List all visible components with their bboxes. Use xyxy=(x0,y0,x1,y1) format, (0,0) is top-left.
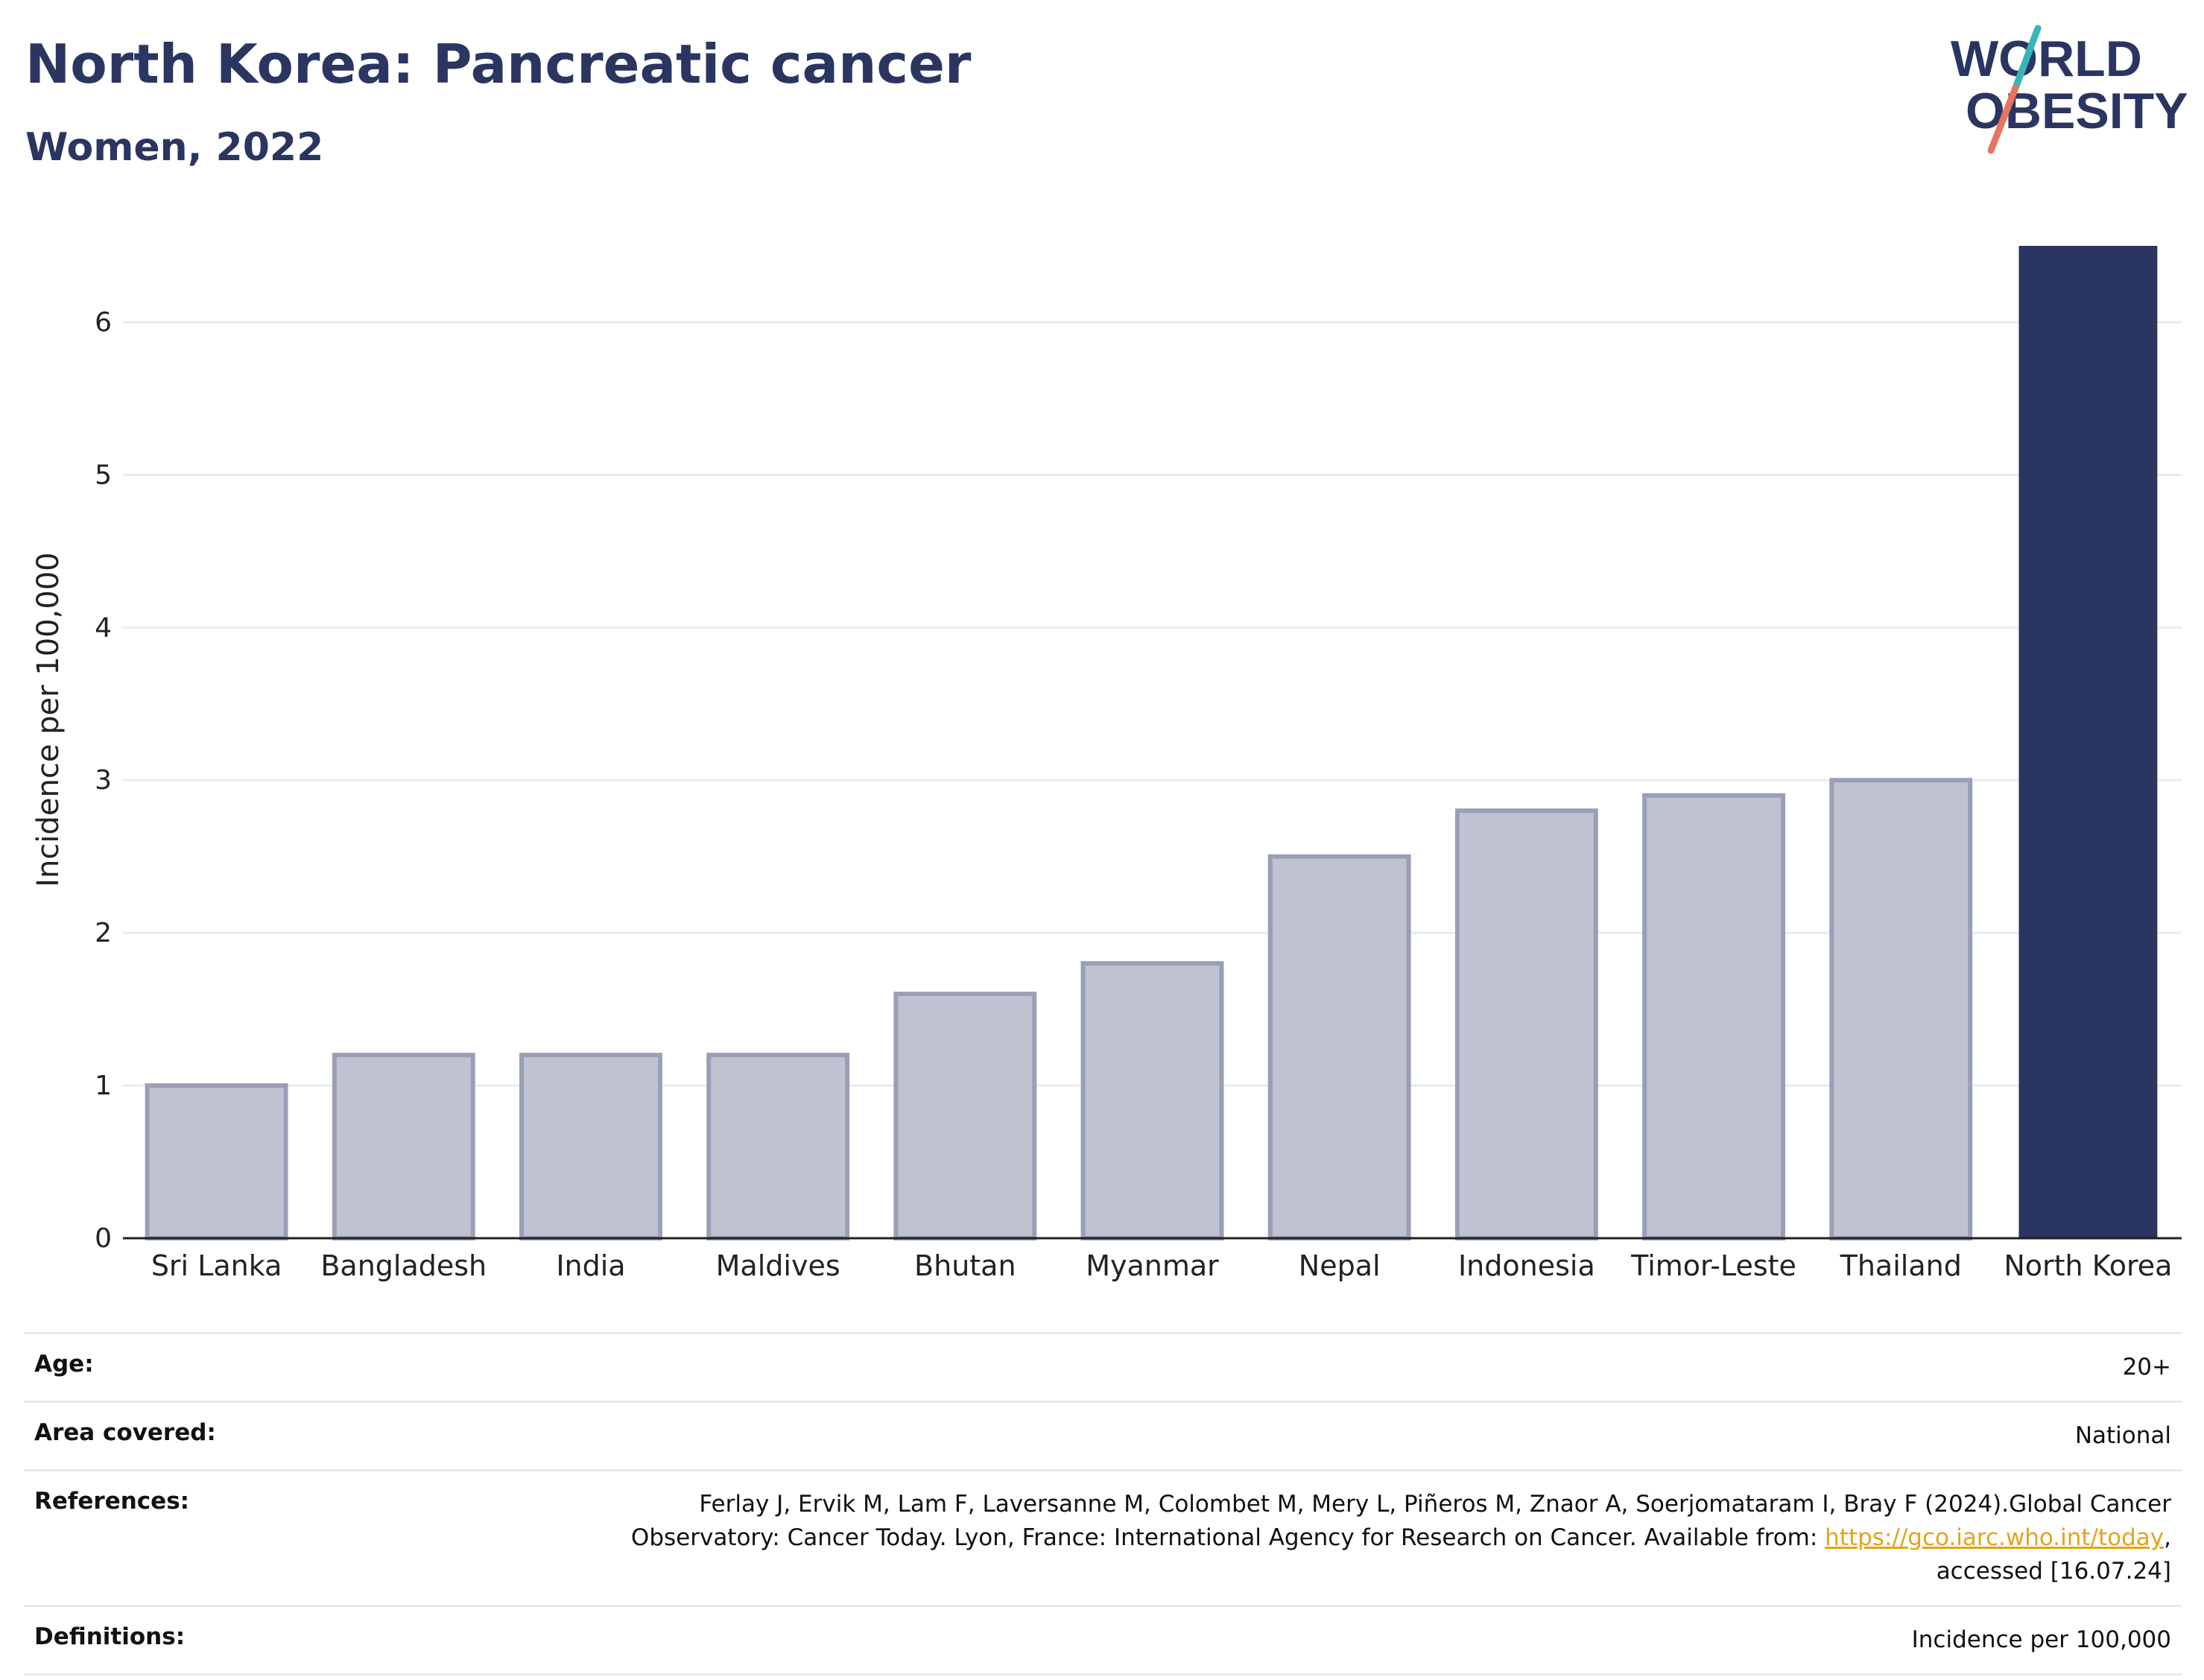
meta-row-definitions: Definitions: Incidence per 100,000 xyxy=(24,1604,2182,1676)
bar xyxy=(519,1053,662,1240)
age-label: Age: xyxy=(34,1351,94,1378)
y-tick-label: 5 xyxy=(95,460,112,490)
bar xyxy=(893,992,1037,1240)
age-value: 20+ xyxy=(2122,1354,2171,1381)
x-tick-label: India xyxy=(556,1249,625,1282)
y-tick-label: 0 xyxy=(95,1223,112,1254)
y-tick-label: 6 xyxy=(95,307,112,337)
area-value: National xyxy=(2074,1421,2171,1449)
y-tick-label: 3 xyxy=(95,765,112,796)
logo-slash-teal xyxy=(2012,25,2042,92)
references-value: Ferlay J, Ervik M, Lam F, Laversanne M, … xyxy=(631,1488,2171,1588)
chart-title: North Korea: Pancreatic cancer xyxy=(25,33,972,95)
meta-row-age: Age: 20+ xyxy=(24,1332,2182,1401)
references-link[interactable]: https://gco.iarc.who.int/today xyxy=(1825,1524,2165,1551)
y-tick-label: 2 xyxy=(95,918,112,948)
bar xyxy=(145,1083,288,1240)
x-tick-label: Thailand xyxy=(1840,1249,1962,1282)
bar xyxy=(1080,961,1224,1240)
meta-row-area: Area covered: National xyxy=(24,1400,2182,1469)
definitions-value: Incidence per 100,000 xyxy=(1911,1626,2171,1653)
bar-chart: 0 1 2 3 4 5 6 Incidence per 100,000 Sri Lanka Ban… xyxy=(31,246,2182,1282)
x-tick-label: Myanmar xyxy=(1086,1249,1219,1282)
y-tick-label: 4 xyxy=(95,612,112,643)
meta-row-references: References: Ferlay J, Ervik M, Lam F, La… xyxy=(24,1468,2182,1605)
definitions-label: Definitions: xyxy=(34,1623,186,1650)
references-line-1: Ferlay J, Ervik M, Lam F, Laversanne M, … xyxy=(699,1490,2171,1518)
logo-line-1: WORLD xyxy=(1951,31,2142,87)
y-tick-label: 1 xyxy=(95,1071,112,1101)
references-line-2: Observatory: Cancer Today. Lyon, France:… xyxy=(630,1524,1825,1551)
bar xyxy=(1642,793,1785,1240)
bar xyxy=(2018,246,2158,1238)
x-tick-label: Bhutan xyxy=(914,1249,1016,1282)
references-line-2-end: , xyxy=(2164,1524,2171,1551)
bar xyxy=(1829,778,1973,1240)
x-tick-label: Bangladesh xyxy=(320,1249,487,1282)
x-tick-label: North Korea xyxy=(2004,1249,2172,1282)
bar xyxy=(1267,854,1411,1240)
bar xyxy=(1454,808,1598,1240)
logo-slash-coral xyxy=(1987,84,2019,154)
x-tick-label: Nepal xyxy=(1299,1249,1381,1282)
logo-line-2: OBESITY xyxy=(1966,83,2188,139)
bar xyxy=(332,1053,475,1240)
world-obesity-logo: WORLD OBESITY xyxy=(1951,25,2188,154)
area-label: Area covered: xyxy=(34,1419,216,1446)
x-tick-label: Maldives xyxy=(716,1249,840,1282)
bar xyxy=(706,1053,850,1240)
y-axis-title: Incidence per 100,000 xyxy=(31,552,66,887)
references-line-3: accessed [16.07.24] xyxy=(1936,1557,2171,1585)
references-label: References: xyxy=(34,1487,190,1515)
chart-subtitle: Women, 2022 xyxy=(25,125,324,170)
x-tick-label: Indonesia xyxy=(1458,1249,1595,1282)
metadata-table: Age: 20+ Area covered: National Referenc… xyxy=(24,1332,2182,1676)
x-tick-label: Sri Lanka xyxy=(151,1249,282,1282)
x-tick-label: Timor-Leste xyxy=(1630,1249,1796,1282)
